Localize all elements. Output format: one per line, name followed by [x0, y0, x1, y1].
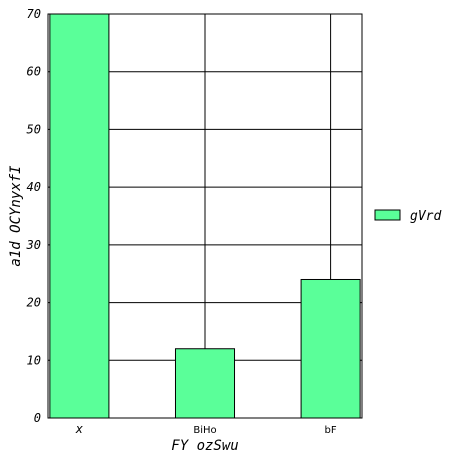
y-tick-label: 40: [27, 180, 41, 194]
bar-bF: [300, 278, 361, 419]
x-tick-label: x: [75, 422, 84, 436]
legend-swatch: [374, 209, 401, 221]
bar-x: [49, 13, 110, 419]
y-axis-ticks: 0 10 20 30 40 50 60 70: [26, 7, 41, 425]
y-tick-label: 20: [27, 296, 41, 310]
y-tick-label: 0: [34, 411, 41, 425]
plot-frame: [47, 13, 363, 419]
y-tick-label: 70: [27, 7, 41, 21]
x-axis-ticks: x BiHo bF: [75, 422, 337, 436]
y-tick-label: 10: [27, 353, 41, 367]
legend-label: gVrd: [410, 209, 441, 224]
legend: gVrd: [374, 209, 441, 224]
x-axis-title: FY ozSwu: [171, 438, 238, 454]
y-tick-label: 60: [27, 65, 41, 79]
y-tick-label: 50: [27, 122, 41, 136]
bars: [49, 13, 361, 419]
y-axis-title: a1d OCYnyxfI: [8, 165, 24, 267]
y-tick-label: 30: [26, 238, 41, 252]
x-tick-label: BiHo: [193, 425, 216, 436]
x-tick-label: bF: [325, 425, 337, 436]
bar-BiHo: [174, 348, 236, 419]
